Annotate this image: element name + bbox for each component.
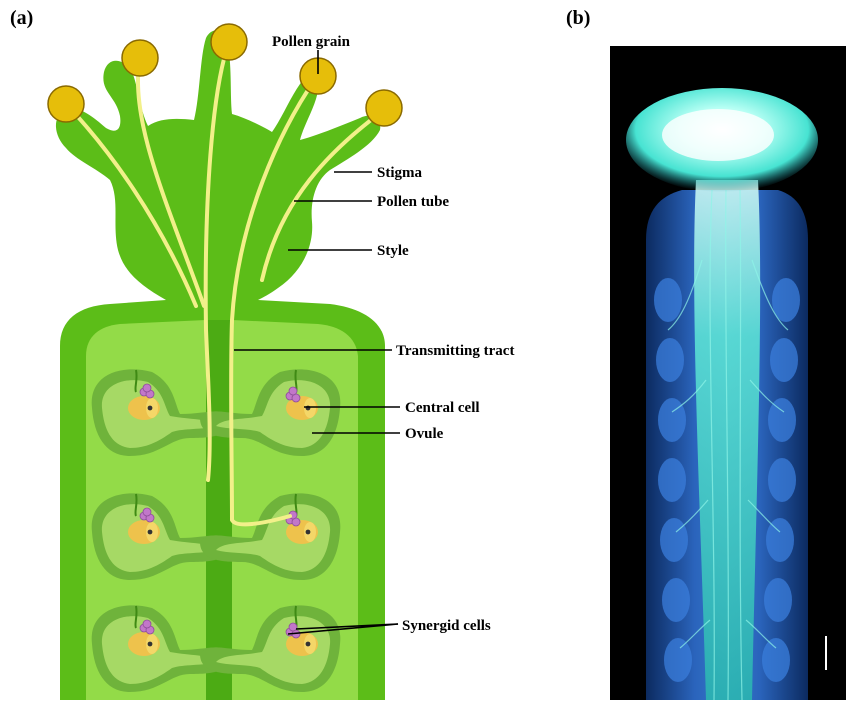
panel-a: (a) xyxy=(10,7,514,701)
pollen-grain xyxy=(365,89,403,127)
pollen-grain xyxy=(210,23,248,61)
pollen-tube xyxy=(260,108,386,282)
style-label: Style xyxy=(377,243,409,259)
pollen-tube xyxy=(229,76,318,527)
stigma-label: Stigma xyxy=(377,165,423,181)
transmitting-tract-label: Transmitting tract xyxy=(396,343,514,359)
callouts: Pollen grain Stigma Pollen tube Style Tr… xyxy=(234,34,514,635)
pollen-grains xyxy=(47,23,403,127)
panel-b-label: (b) xyxy=(566,7,590,29)
ovule-label: Ovule xyxy=(405,426,444,442)
central-cell-label: Central cell xyxy=(405,400,480,416)
panel-b: (b) xyxy=(566,7,846,701)
pollen-grain xyxy=(47,85,85,123)
transmitting-tract xyxy=(206,320,232,700)
pollen-grain-label: Pollen grain xyxy=(272,34,351,50)
pollen-tube-label: Pollen tube xyxy=(377,194,449,210)
pollen-tube xyxy=(135,56,206,308)
pollen-tubes xyxy=(64,40,386,527)
synergid-cells-label: Synergid cells xyxy=(402,618,491,634)
panel-a-label: (a) xyxy=(10,7,33,29)
synergid-leader-2 xyxy=(287,623,399,635)
pollen-tube xyxy=(203,40,231,482)
pollen-tube xyxy=(64,102,198,308)
pollen-grain xyxy=(121,39,159,77)
fluorescence-micrograph xyxy=(610,46,846,701)
